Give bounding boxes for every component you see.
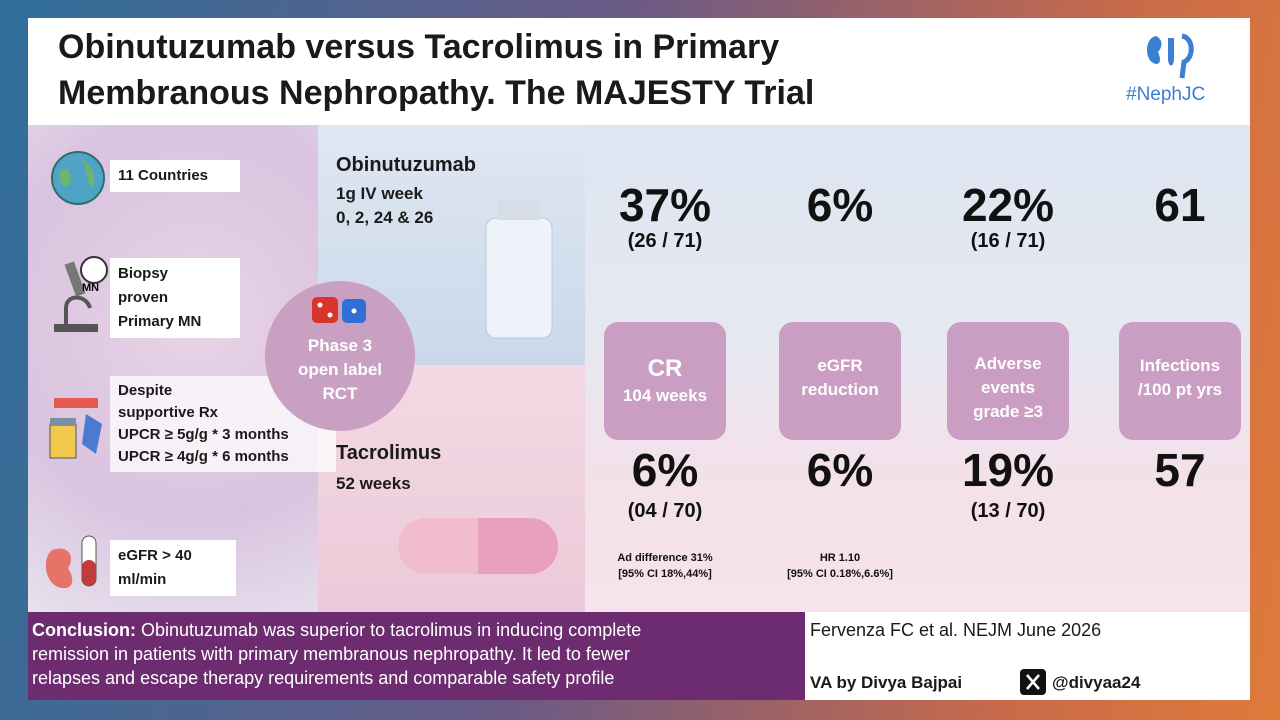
- vial-illustration: [485, 200, 553, 339]
- outcome-box: eGFR reduction: [779, 322, 901, 440]
- outcome-label: grade ≥3: [973, 402, 1043, 421]
- statistic-note: Ad difference 31%: [617, 552, 713, 564]
- trial-design-text: open label: [297, 360, 383, 379]
- tacrolimus-fraction: (04 / 70): [627, 500, 703, 522]
- criterion-text: UPCR ≥ 4g/g * 6 months: [118, 448, 289, 465]
- outcome-box: Adverse events grade ≥3: [947, 322, 1069, 440]
- microscope-icon: [54, 256, 108, 332]
- outcome-box: CR 104 weeks: [604, 322, 726, 440]
- outcome-label: eGFR: [817, 356, 863, 375]
- tacrolimus-value: 57: [1154, 444, 1206, 496]
- outcome-label: events: [981, 378, 1035, 397]
- icon-label: MN: [82, 282, 100, 294]
- criterion-text: ml/min: [118, 571, 167, 588]
- obinutuzumab-value: 37%: [618, 179, 712, 231]
- arm-name: Tacrolimus: [336, 442, 442, 464]
- criterion-text: Biopsy: [118, 265, 169, 282]
- globe-icon: [51, 151, 105, 205]
- outcome-label: CR: [647, 355, 683, 382]
- criterion-box: eGFR > 40 ml/min: [110, 540, 236, 596]
- criterion-box: Despite supportive Rx UPCR ≥ 5g/g * 3 mo…: [110, 376, 336, 472]
- pill-illustration: [398, 518, 558, 574]
- conclusion-text: Obinutuzumab was superior to tacrolimus …: [136, 620, 642, 640]
- obinutuzumab-fraction: (16 / 71): [970, 230, 1046, 252]
- x-logo: [1020, 669, 1046, 695]
- conclusion-text: relapses and escape therapy requirements…: [32, 668, 615, 688]
- arm-detail: 52 weeks: [336, 474, 411, 493]
- conclusion-text: remission in patients with primary membr…: [32, 644, 630, 664]
- infographic-card: Obinutuzumab versus Tacrolimus in Primar…: [28, 18, 1250, 700]
- conclusion-label: Conclusion:: [32, 620, 136, 640]
- trial-design-badge: Phase 3 open label RCT: [265, 281, 415, 431]
- statistic-note: [95% CI 18%,44%]: [618, 568, 712, 580]
- logo-text: #NephJC: [1126, 84, 1206, 105]
- obinutuzumab-value: 22%: [961, 179, 1055, 231]
- citation: Fervenza FC et al. NEJM June 2026: [810, 620, 1102, 640]
- criterion-box: 11 Countries: [110, 160, 240, 192]
- conclusion-box: Conclusion: Obinutuzumab was superior to…: [28, 612, 805, 700]
- obinutuzumab-value: 6%: [806, 179, 874, 231]
- outcome-label: 104 weeks: [622, 386, 708, 405]
- outcome-label: Infections: [1139, 356, 1221, 375]
- tacrolimus-value: 19%: [961, 444, 1055, 496]
- criterion-text: supportive Rx: [118, 404, 219, 421]
- kidney-icon: [45, 535, 97, 589]
- statistic-note: [95% CI 0.18%,6.6%]: [787, 568, 893, 580]
- title-line: Obinutuzumab versus Tacrolimus in Primar…: [58, 28, 780, 66]
- arm-detail: 0, 2, 24 & 26: [336, 208, 434, 227]
- trial-design-text: RCT: [322, 384, 358, 403]
- criterion-text: proven: [118, 289, 169, 306]
- trial-design-text: Phase 3: [307, 336, 373, 355]
- criterion-text: UPCR ≥ 5g/g * 3 months: [118, 426, 289, 443]
- outcome-label: reduction: [801, 380, 879, 399]
- criterion-text: Primary MN: [118, 313, 202, 330]
- credit: VA by Divya Bajpai: [810, 673, 963, 692]
- criterion-text: eGFR > 40: [118, 547, 192, 564]
- title-line: Membranous Nephropathy. The MAJESTY Tria…: [58, 74, 815, 112]
- dice-icon: [312, 297, 366, 323]
- outcome-label: Adverse: [974, 354, 1042, 373]
- handle: @divyaa24: [1052, 673, 1141, 692]
- arm-name: Obinutuzumab: [336, 154, 476, 176]
- criterion-box: Biopsy proven Primary MN: [110, 258, 240, 338]
- outcome-label: /100 pt yrs: [1137, 380, 1223, 399]
- logo-icon: [1147, 33, 1194, 79]
- outcome-box: Infections/100 pt yrs: [1119, 322, 1241, 440]
- tacrolimus-value: 6%: [631, 444, 699, 496]
- criterion-text: Despite: [118, 382, 173, 399]
- arm-detail: 1g IV week: [336, 184, 423, 203]
- tacrolimus-value: 6%: [806, 444, 874, 496]
- obinutuzumab-fraction: (26 / 71): [627, 230, 703, 252]
- urine-test-icon: [49, 398, 102, 459]
- tacrolimus-fraction: (13 / 70): [970, 500, 1046, 522]
- criterion-text: 11 Countries: [118, 167, 209, 184]
- obinutuzumab-value: 61: [1154, 179, 1206, 231]
- statistic-note: HR 1.10: [819, 552, 861, 564]
